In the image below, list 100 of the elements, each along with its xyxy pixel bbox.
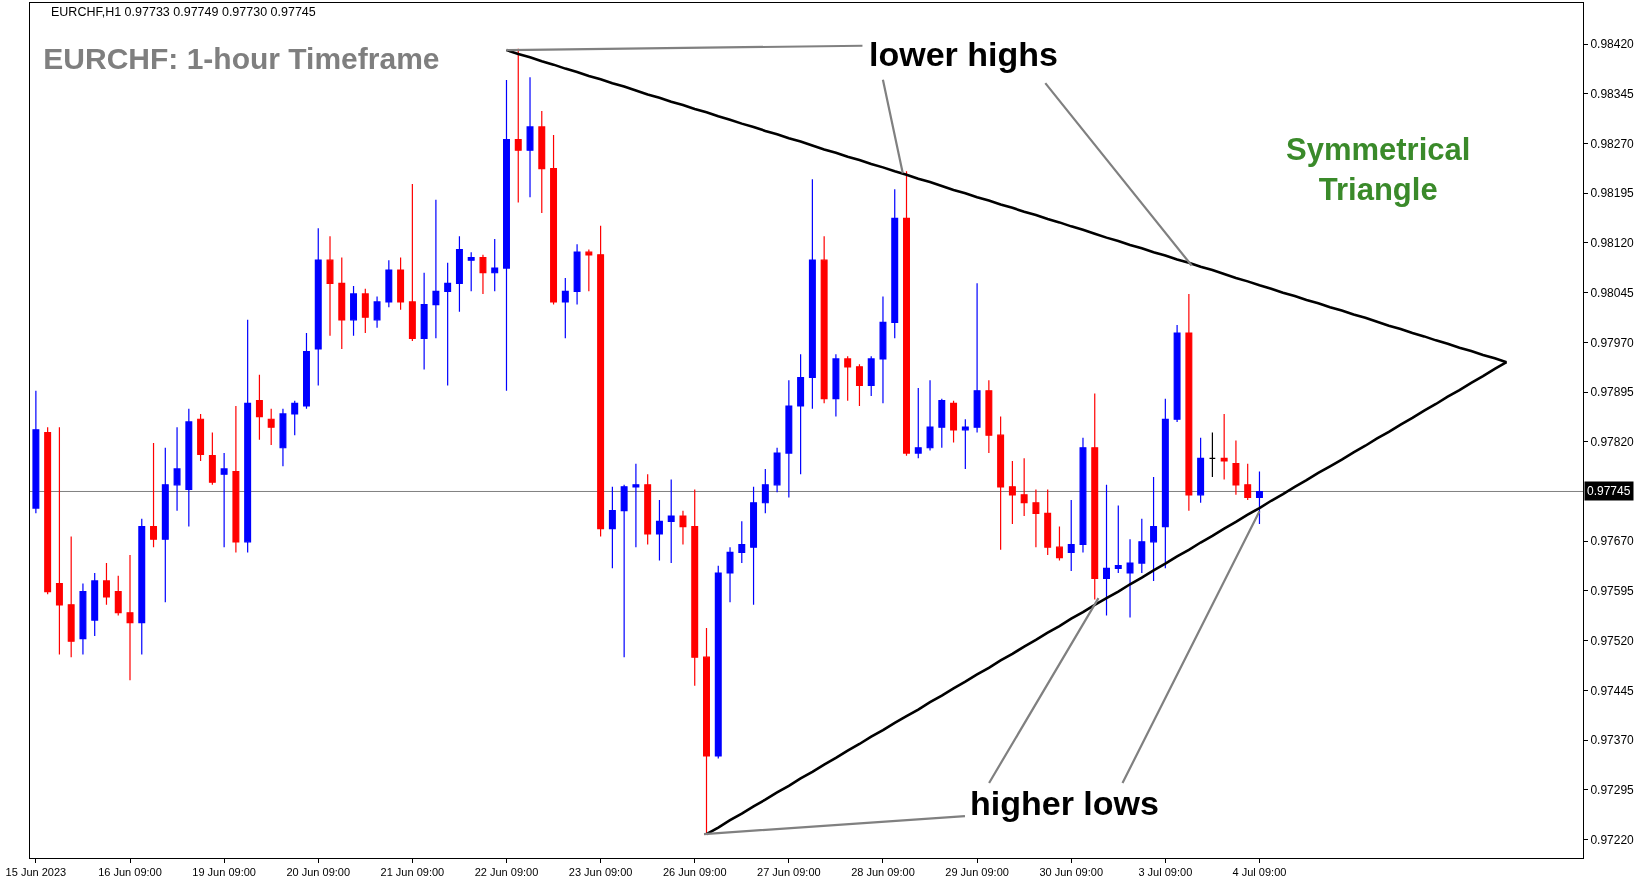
candlestick xyxy=(173,426,181,512)
x-tick-label: 22 Jun 09:00 xyxy=(474,866,539,879)
candlestick xyxy=(197,413,205,462)
y-tick-label: 0.97895 xyxy=(1590,385,1635,400)
candlestick xyxy=(891,188,899,339)
candlestick xyxy=(150,442,158,548)
y-tick-label: 0.97445 xyxy=(1590,683,1635,698)
candlestick xyxy=(785,379,793,499)
candlestick xyxy=(1091,392,1099,601)
candlestick xyxy=(432,199,440,339)
candlestick xyxy=(138,518,146,656)
candlestick xyxy=(279,408,287,467)
candlestick xyxy=(1067,499,1075,572)
y-tick-label: 0.97370 xyxy=(1590,733,1635,748)
candlestick xyxy=(585,248,593,292)
y-tick-label: 0.97595 xyxy=(1590,584,1635,599)
candlestick xyxy=(326,235,334,337)
candlestick xyxy=(314,227,322,387)
y-tick-label: 0.98195 xyxy=(1590,186,1635,201)
y-tick-label: 0.98120 xyxy=(1590,236,1635,251)
candlestick xyxy=(950,400,958,444)
candlestick xyxy=(444,262,452,387)
candlestick xyxy=(938,398,946,449)
candlestick xyxy=(208,431,216,486)
candlestick xyxy=(644,473,652,546)
x-tick-label: 23 Jun 09:00 xyxy=(568,866,633,879)
candlestick xyxy=(773,447,781,493)
candlestick xyxy=(91,572,99,637)
candlestick xyxy=(797,353,805,475)
x-tick-label: 15 Jun 2023 xyxy=(5,866,67,879)
candlestick xyxy=(561,277,569,339)
candlestick xyxy=(808,178,816,410)
candlestick xyxy=(550,134,558,306)
candlestick xyxy=(244,319,252,554)
candlestick xyxy=(361,288,369,334)
candlestick xyxy=(761,468,769,514)
x-tick-label: 30 Jun 09:00 xyxy=(1039,866,1104,879)
y-tick-label: 0.98045 xyxy=(1590,285,1635,300)
annotation: EURCHF,H1 0.97733 0.97749 0.97730 0.97745 xyxy=(51,5,316,19)
candlestick xyxy=(538,110,546,214)
candlestick xyxy=(573,243,581,306)
candlestick xyxy=(597,225,605,538)
candlestick xyxy=(455,235,463,313)
candlestick xyxy=(232,405,240,554)
candlestick xyxy=(526,76,534,198)
candlestick xyxy=(726,546,734,603)
candlestick xyxy=(961,418,969,470)
text: EURCHF: 1-hour Timeframe xyxy=(43,42,440,76)
annotation: lower highs xyxy=(869,35,1058,73)
y-tick-label: 0.97820 xyxy=(1590,434,1635,449)
candlestick xyxy=(44,426,52,595)
candlestick xyxy=(1103,484,1110,617)
candlestick xyxy=(467,251,475,292)
x-tick-label: 26 Jun 09:00 xyxy=(662,866,727,879)
y-tick-label: 0.97970 xyxy=(1590,335,1635,350)
x-tick-label: 21 Jun 09:00 xyxy=(380,866,445,879)
candlestick xyxy=(1055,526,1063,562)
candlestick xyxy=(420,272,428,371)
candlestick xyxy=(1044,488,1052,556)
candlestick xyxy=(303,332,310,410)
candlestick xyxy=(1185,293,1193,512)
candlestick xyxy=(867,355,875,397)
candlestick xyxy=(373,296,381,329)
candlestick xyxy=(514,48,522,204)
y-tick-label: 0.98420 xyxy=(1590,37,1635,52)
annotation: higher lows xyxy=(970,784,1159,822)
annotation: Symmetrical Triangle xyxy=(1286,132,1471,208)
y-tick-label: 0.97670 xyxy=(1590,534,1635,549)
candlestick xyxy=(126,554,134,681)
candlestick xyxy=(102,562,110,606)
candlestick xyxy=(1255,470,1263,525)
candlestick xyxy=(1138,518,1146,574)
y-tick-label: 0.98345 xyxy=(1590,87,1635,101)
candlestick xyxy=(1208,431,1216,478)
candlestick xyxy=(1232,439,1240,496)
candlestick xyxy=(667,478,675,564)
candlestick xyxy=(479,254,487,295)
candlestick xyxy=(1032,488,1040,548)
candlestick xyxy=(914,387,922,459)
candlestick xyxy=(32,390,40,514)
candlestick xyxy=(903,170,910,457)
candlestick xyxy=(844,355,852,402)
candlestick xyxy=(408,183,416,342)
candlestick xyxy=(1244,463,1252,501)
candlestick xyxy=(338,256,346,350)
candlestick xyxy=(503,79,510,392)
candlestick xyxy=(608,486,616,569)
x-tick-label: 29 Jun 09:00 xyxy=(945,866,1009,879)
candlestick xyxy=(632,463,640,548)
x-tick-label: 20 Jun 09:00 xyxy=(286,866,351,879)
x-tick-label: 16 Jun 09:00 xyxy=(98,866,162,879)
candlestick xyxy=(879,296,887,404)
candlestick xyxy=(267,408,275,446)
candlestick xyxy=(750,486,758,606)
x-tick-label: 4 Jul 09:00 xyxy=(1232,866,1287,879)
candlestick xyxy=(220,452,228,548)
candlestick xyxy=(55,426,63,656)
candlestick xyxy=(79,583,87,656)
y-tick-label: 0.98270 xyxy=(1590,136,1635,151)
candlestick xyxy=(655,499,663,562)
